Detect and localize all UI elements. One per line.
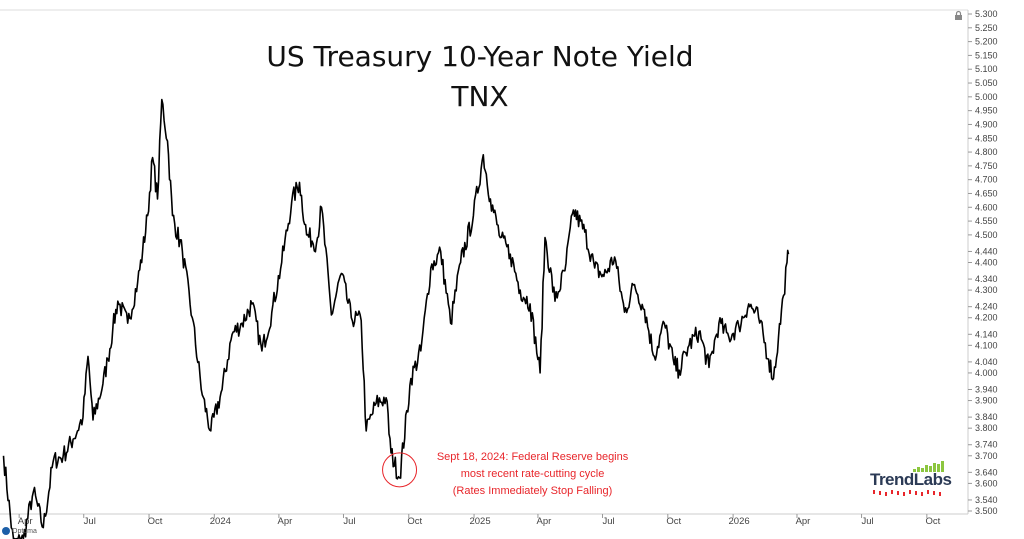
x-tick-label: Jul — [861, 516, 873, 527]
lock-icon[interactable] — [955, 10, 962, 21]
y-tick-label: 4.950 — [975, 106, 998, 116]
y-tick-label: 4.240 — [975, 302, 998, 312]
series-layer — [2, 98, 790, 539]
annotation-text-line: most recent rate-cutting cycle — [461, 468, 605, 480]
y-tick-label: 3.740 — [975, 440, 998, 450]
y-tick-label: 3.600 — [975, 478, 998, 488]
x-tick-label: Jul — [602, 516, 614, 527]
x-tick-label: Apr — [537, 516, 552, 527]
chart-title: US Treasury 10-Year Note Yield — [266, 40, 693, 73]
y-tick-label: 4.100 — [975, 340, 998, 350]
yield-series-line — [2, 98, 790, 539]
y-tick-label: 4.850 — [975, 133, 998, 143]
annotation-text-line: (Rates Immediately Stop Falling) — [453, 485, 613, 497]
logo-dash — [885, 492, 887, 496]
annotation-text-line: Sept 18, 2024: Federal Reserve begins — [437, 451, 629, 463]
logo-dash — [873, 490, 875, 494]
y-tick-label: 4.200 — [975, 313, 998, 323]
y-tick-label: 4.140 — [975, 329, 998, 339]
logo-dash — [915, 491, 917, 495]
y-tick-label: 4.500 — [975, 230, 998, 240]
logo-bar — [937, 464, 940, 472]
annotation-circle — [382, 452, 418, 488]
y-tick-label: 4.000 — [975, 368, 998, 378]
annotation-layer: Sept 18, 2024: Federal Reserve begins mos… — [382, 451, 629, 497]
logo-dash — [903, 492, 905, 496]
logo-dash — [933, 491, 935, 495]
x-tick-label: Oct — [148, 516, 163, 527]
x-tick-label: Apr — [18, 516, 33, 527]
x-tick-label: Apr — [796, 516, 811, 527]
y-tick-label: 5.250 — [975, 23, 998, 33]
y-tick-label: 4.300 — [975, 285, 998, 295]
y-tick-label: 3.700 — [975, 451, 998, 461]
x-tick-label: Jul — [84, 516, 96, 527]
logo-bar — [921, 468, 924, 472]
y-tick-label: 5.050 — [975, 78, 998, 88]
y-tick-label: 5.150 — [975, 50, 998, 60]
y-tick-label: 4.600 — [975, 202, 998, 212]
logo-dashes — [873, 490, 941, 496]
y-tick-label: 3.800 — [975, 423, 998, 433]
chart-subtitle: TNX — [450, 80, 508, 113]
logo-bar — [929, 466, 932, 472]
y-tick-label: 4.700 — [975, 175, 998, 185]
logo-dash — [927, 490, 929, 494]
logo-bar — [917, 467, 920, 472]
x-tick-label: Apr — [278, 516, 293, 527]
x-tick-label: 2024 — [210, 516, 231, 527]
y-tick-label: 5.100 — [975, 64, 998, 74]
x-axis: Apr Jul Oct 2024 Apr Jul Oct 2025 Apr Jul Oct 2026 A… — [18, 514, 941, 527]
logo-bar — [925, 465, 928, 472]
x-tick-label: 2025 — [469, 516, 490, 527]
y-tick-label: 3.900 — [975, 396, 998, 406]
y-tick-label: 4.440 — [975, 246, 998, 256]
y-tick-label: 3.640 — [975, 467, 998, 477]
logo-bar — [913, 469, 916, 472]
y-tick-label: 4.400 — [975, 258, 998, 268]
x-tick-label: Jul — [343, 516, 355, 527]
y-tick-label: 4.650 — [975, 188, 998, 198]
y-tick-label: 4.800 — [975, 147, 998, 157]
logo-dash — [879, 491, 881, 495]
y-axis: 5.300 5.250 5.200 5.150 5.100 5.050 5.000 4.950… — [968, 9, 998, 516]
x-tick-label: Oct — [407, 516, 422, 527]
y-tick-label: 4.750 — [975, 161, 998, 171]
logo-dash — [891, 490, 893, 494]
logo-text: TrendLabs — [870, 470, 952, 489]
logo-dash — [909, 490, 911, 494]
y-tick-label: 4.340 — [975, 274, 998, 284]
y-tick-label: 3.840 — [975, 412, 998, 422]
y-tick-label: 5.000 — [975, 92, 998, 102]
footer-brand: Optuma — [12, 527, 37, 535]
x-tick-label: 2026 — [729, 516, 750, 527]
y-tick-label: 5.200 — [975, 37, 998, 47]
y-tick-label: 3.940 — [975, 385, 998, 395]
logo-dash — [939, 492, 941, 496]
y-tick-label: 5.300 — [975, 9, 998, 19]
x-tick-label: Oct — [666, 516, 681, 527]
logo-dash — [921, 492, 923, 496]
logo-bars — [913, 461, 944, 472]
logo-bar — [941, 461, 944, 472]
x-tick-label: Oct — [925, 516, 940, 527]
y-tick-label: 4.900 — [975, 119, 998, 129]
y-tick-label: 4.550 — [975, 216, 998, 226]
logo-bar — [933, 463, 936, 472]
optuma-logo-icon — [2, 527, 10, 535]
footer-credit: Optuma — [2, 527, 37, 535]
y-tick-label: 3.540 — [975, 495, 998, 505]
logo-dash — [897, 491, 899, 495]
trendlabs-logo: TrendLabs — [870, 461, 952, 496]
y-tick-label: 3.500 — [975, 506, 998, 516]
y-tick-label: 4.040 — [975, 357, 998, 367]
